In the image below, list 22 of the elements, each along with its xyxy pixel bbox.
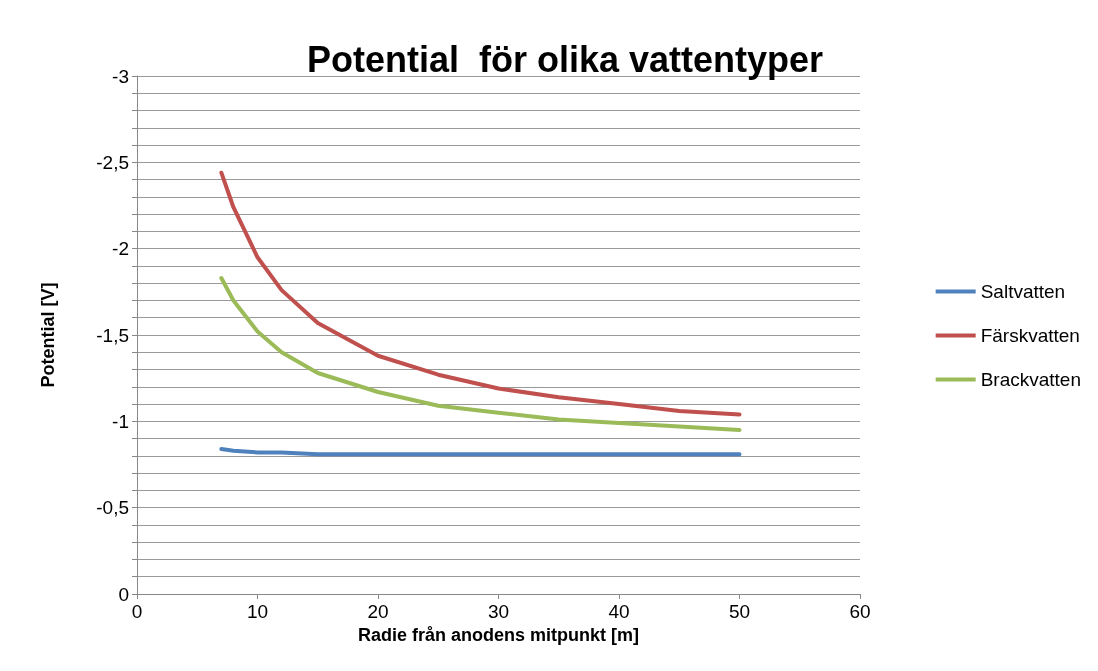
line-series [219,170,742,417]
x-tick-label: 10 [246,601,269,622]
x-tick-label: 30 [487,601,510,622]
y-tick-label: 0 [118,583,129,605]
legend-label: Saltvatten [980,281,1066,302]
x-tick-label: 0 [131,601,143,622]
y-axis-title: Potential [V] [38,282,58,388]
line-series [219,276,742,432]
y-tick-label: -0,5 [96,497,129,519]
x-tick-label: 60 [849,601,871,622]
legend-label: Brackvatten [980,369,1081,390]
y-tick-label: -2,5 [96,151,129,173]
y-tick-label: -2 [112,238,129,260]
y-tick-label: -1,5 [96,324,129,346]
x-axis-title: Radie från anodens mitpunkt [m] [357,625,640,645]
y-tick-label: -1 [112,410,129,432]
legend-label: Färskvatten [980,325,1080,346]
y-tick-label: -3 [112,65,129,87]
x-tick-label: 50 [728,601,751,622]
chart-title: Potential för olika vattentyper [306,38,824,80]
x-tick-label: 20 [367,601,389,622]
x-tick-label: 40 [608,601,630,622]
